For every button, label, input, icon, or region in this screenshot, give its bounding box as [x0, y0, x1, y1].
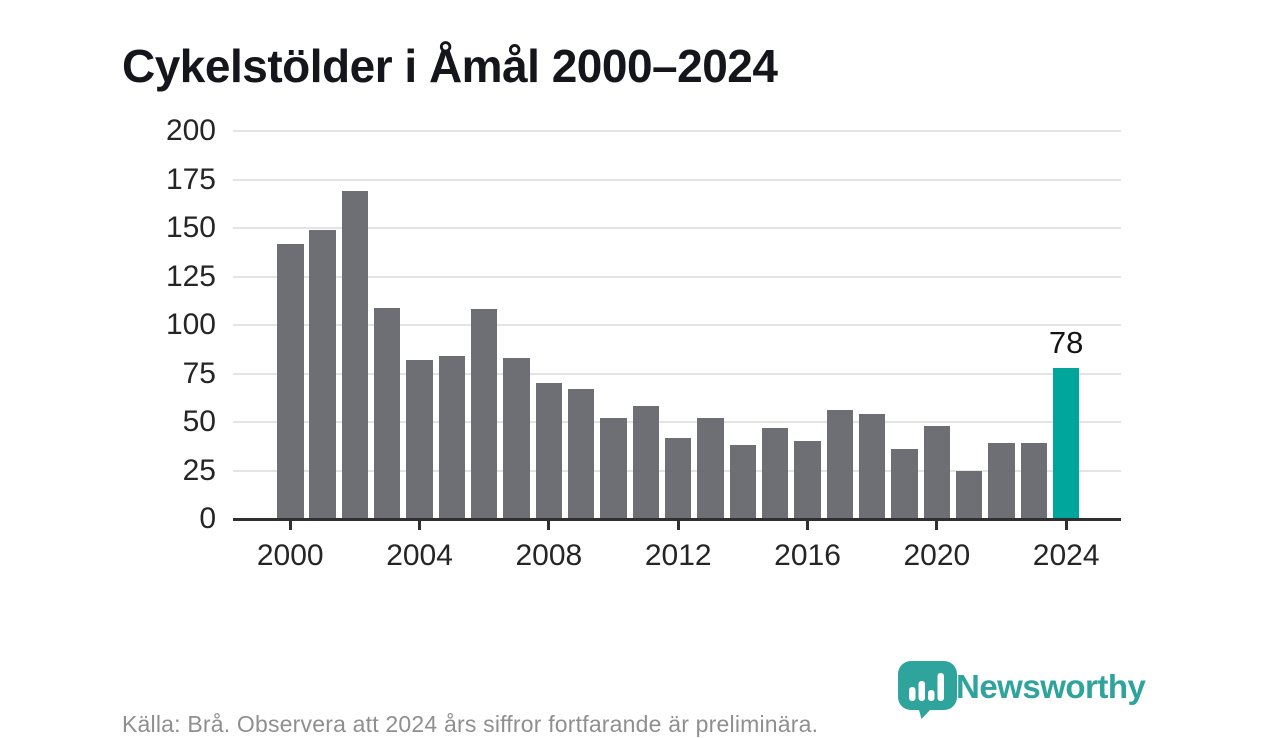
gridline-100: [233, 324, 1121, 326]
gridline-150: [233, 227, 1121, 229]
y-axis-label-75: 75: [182, 356, 216, 390]
bar-2008: [535, 383, 563, 519]
bar-2016: [794, 441, 821, 519]
bar-2019: [891, 449, 918, 519]
x-tick-2008: [547, 520, 551, 530]
highlight-value-label: 78: [1048, 324, 1084, 360]
bar-2020: [923, 425, 951, 519]
bar-2022: [988, 443, 1015, 519]
bar-2024: [1052, 367, 1080, 519]
y-axis-label-0: 0: [199, 502, 216, 535]
y-axis-label-125: 125: [165, 259, 216, 293]
x-tick-2024: [1064, 520, 1068, 530]
bar-2003: [373, 307, 401, 519]
x-axis-label-2012: 2012: [644, 539, 712, 572]
plot-area: 0 25 50 75 100 125 150 175 200 78 2000 2004 2008 2012…: [166, 116, 1121, 571]
newsworthy-logo: [896, 660, 960, 725]
bar-2021: [955, 470, 983, 519]
bar-2010: [600, 418, 627, 519]
bar-2015: [761, 427, 789, 519]
y-axis-label-100: 100: [165, 308, 216, 341]
y-axis-label-150: 150: [165, 211, 216, 244]
x-axis-label-2000: 2000: [256, 539, 324, 572]
x-axis-line: [233, 518, 1121, 521]
x-tick-2000: [288, 520, 292, 530]
y-axis-label-25: 25: [182, 453, 216, 487]
x-axis-label-2020: 2020: [903, 539, 971, 572]
x-tick-2016: [806, 520, 810, 530]
bar-2014: [729, 445, 757, 519]
gridline-175: [233, 178, 1121, 181]
x-axis-label-2024: 2024: [1032, 539, 1100, 572]
gridline-50: [233, 421, 1121, 423]
bar-2006: [470, 309, 498, 519]
x-tick-2012: [676, 520, 680, 530]
bar-2005: [438, 356, 466, 519]
bar-2009: [567, 389, 595, 519]
bar-2017: [826, 410, 854, 519]
gridline-200: [233, 130, 1121, 132]
infographic-canvas: { "title": "Cykelstölder i Åmål 2000–202…: [122, 39, 1146, 737]
gridline-75: [233, 372, 1121, 375]
bar-2013: [697, 418, 724, 519]
bar-2023: [1020, 443, 1048, 519]
x-axis-label-2008: 2008: [515, 539, 583, 572]
x-axis-label-2004: 2004: [386, 539, 453, 572]
x-tick-2004: [418, 520, 422, 530]
bar-2012: [664, 437, 692, 519]
bar-chart-pin-icon: [898, 661, 957, 719]
bar-2004: [406, 359, 433, 519]
gridline-125: [233, 275, 1121, 278]
x-axis-label-2016: 2016: [774, 539, 841, 572]
bar-2002: [341, 191, 369, 519]
brand-name: Newsworthy: [956, 668, 1146, 705]
y-axis-label-200: 200: [165, 114, 216, 147]
page-title: Cykelstölder i Åmål 2000–2024: [122, 39, 778, 92]
bar-2001: [309, 229, 336, 519]
bar-2011: [632, 406, 660, 519]
x-tick-2020: [935, 520, 939, 530]
bar-2018: [858, 414, 886, 519]
y-axis-label-50: 50: [182, 405, 216, 438]
source-note: Källa: Brå. Observera att 2024 års siffr…: [122, 711, 819, 737]
bar-2007: [503, 357, 530, 519]
bar-2000: [277, 243, 304, 519]
y-axis-label-175: 175: [165, 162, 216, 196]
